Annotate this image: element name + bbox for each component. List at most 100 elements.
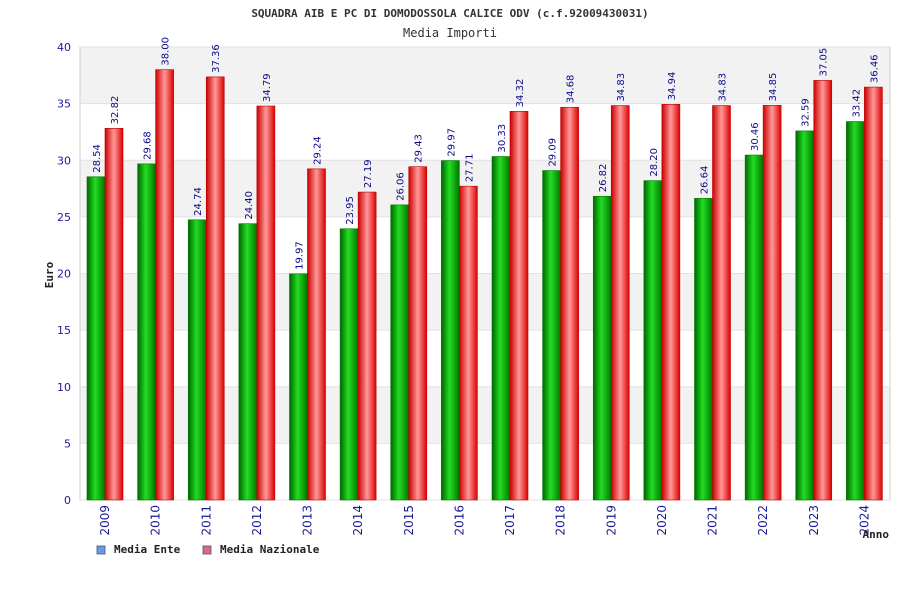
bar-media-ente-2021 <box>694 198 713 501</box>
bar-value-label: 37.05 <box>819 48 830 77</box>
bar-value-label: 34.32 <box>515 79 526 108</box>
bar-media-nazionale-2018 <box>560 106 579 501</box>
x-tick-label: 2011 <box>199 505 213 536</box>
x-tick-label: 2022 <box>756 505 770 536</box>
y-tick-label: 10 <box>57 381 71 394</box>
bar-media-nazionale-2019 <box>610 105 630 501</box>
legend-swatch-media-nazionale <box>202 545 212 555</box>
x-tick-label: 2023 <box>807 505 821 536</box>
bar-value-label: 29.24 <box>313 136 324 165</box>
bars <box>86 69 883 501</box>
bar-value-label: 34.83 <box>718 73 729 102</box>
bar-value-label: 38.00 <box>161 37 172 66</box>
bar-value-label: 34.94 <box>667 72 678 101</box>
y-tick-label: 15 <box>57 324 71 337</box>
bar-media-nazionale-2011 <box>205 76 225 501</box>
x-tick-label: 2019 <box>604 505 618 536</box>
y-tick-label: 20 <box>57 268 71 281</box>
legend: Media Ente Media Nazionale <box>96 543 320 556</box>
y-tick-label: 35 <box>57 98 71 111</box>
x-tick-label: 2018 <box>554 505 568 536</box>
chart-title: SQUADRA AIB E PC DI DOMODOSSOLA CALICE O… <box>251 7 648 20</box>
x-tick-label: 2009 <box>98 505 112 536</box>
bar-value-label: 23.95 <box>345 196 356 225</box>
bar-value-label: 36.46 <box>869 54 880 83</box>
legend-label-media-ente: Media Ente <box>114 543 181 556</box>
y-tick-label: 40 <box>57 41 71 54</box>
bar-value-label: 26.64 <box>700 166 711 195</box>
bar-value-label: 34.85 <box>768 73 779 102</box>
x-tick-label: 2014 <box>351 505 365 536</box>
bar-media-ente-2012 <box>238 223 258 501</box>
bar-media-ente-2009 <box>86 176 106 501</box>
bar-value-label: 24.74 <box>193 187 204 216</box>
x-tick-label: 2020 <box>655 505 669 536</box>
bar-media-nazionale-2013 <box>307 168 326 501</box>
bar-value-label: 32.59 <box>801 98 812 127</box>
bar-media-ente-2014 <box>339 228 359 501</box>
bar-media-nazionale-2015 <box>408 166 428 501</box>
bar-value-label: 34.68 <box>566 75 577 104</box>
bar-media-ente-2018 <box>542 170 561 501</box>
bar-media-ente-2017 <box>491 156 511 501</box>
bar-value-label: 26.06 <box>396 172 407 201</box>
bar-media-ente-2023 <box>795 130 815 501</box>
bar-media-ente-2020 <box>643 180 663 501</box>
bar-media-ente-2010 <box>137 163 156 501</box>
bar-media-ente-2022 <box>744 154 764 501</box>
y-tick-label: 25 <box>57 211 71 224</box>
bar-value-label: 30.33 <box>497 124 508 153</box>
y-axis-label: Euro <box>43 261 56 288</box>
legend-label-media-nazionale: Media Nazionale <box>220 543 320 556</box>
bar-value-label: 29.68 <box>143 131 154 160</box>
bar-value-label: 27.19 <box>363 159 374 188</box>
bar-media-nazionale-2010 <box>155 69 174 501</box>
bar-value-label: 30.46 <box>750 122 761 151</box>
x-tick-label: 2012 <box>250 505 264 536</box>
x-axis-label: Anno <box>863 528 890 541</box>
bar-value-label: 19.97 <box>295 241 306 270</box>
bar-media-nazionale-2024 <box>864 86 883 501</box>
bar-value-label: 29.43 <box>414 134 425 163</box>
bar-value-label: 24.40 <box>244 191 255 220</box>
x-tick-label: 2021 <box>706 505 720 536</box>
y-tick-label: 30 <box>57 154 71 167</box>
bar-value-label: 34.83 <box>616 73 627 102</box>
bar-value-label: 29.09 <box>548 138 559 167</box>
bar-value-label: 26.82 <box>598 164 609 193</box>
x-tick-label: 2016 <box>452 505 466 536</box>
bar-value-label: 32.82 <box>110 96 121 125</box>
bar-value-label: 28.20 <box>649 148 660 177</box>
y-tick-label: 5 <box>64 437 71 450</box>
bar-media-nazionale-2017 <box>509 111 529 501</box>
bar-value-label: 27.71 <box>464 154 475 183</box>
bar-media-nazionale-2009 <box>104 128 124 501</box>
bar-media-nazionale-2016 <box>459 185 478 501</box>
bar-value-label: 28.54 <box>92 144 103 173</box>
bar-media-nazionale-2014 <box>357 191 377 501</box>
bar-value-label: 29.97 <box>446 128 457 157</box>
bar-media-ente-2011 <box>187 219 207 501</box>
x-axis-ticks: 2009 2010 2011 2012 2013 2014 2015 2016 2017 2018… <box>98 505 871 536</box>
bar-media-nazionale-2023 <box>813 80 833 501</box>
bar-media-ente-2019 <box>592 195 612 501</box>
bar-media-ente-2016 <box>441 160 460 501</box>
bar-value-label: 34.79 <box>262 73 273 102</box>
bar-media-nazionale-2022 <box>762 105 782 501</box>
bar-value-label: 37.36 <box>211 44 222 73</box>
bar-labels: 28.54 32.82 29.68 38.00 24.74 37.36 24.40 34.79… <box>92 37 880 270</box>
bar-value-label: 33.42 <box>851 89 862 118</box>
x-tick-label: 2013 <box>301 505 315 536</box>
legend-swatch-media-ente <box>96 545 106 555</box>
x-tick-label: 2017 <box>503 505 517 536</box>
bar-media-nazionale-2012 <box>256 105 276 501</box>
x-tick-label: 2024 <box>857 505 871 536</box>
bar-media-ente-2013 <box>289 273 308 501</box>
bar-media-nazionale-2021 <box>712 105 731 501</box>
chart-subtitle: Media Importi <box>403 26 497 40</box>
x-tick-label: 2015 <box>402 505 416 536</box>
bar-media-ente-2024 <box>846 121 865 501</box>
y-tick-label: 0 <box>64 494 71 507</box>
bar-media-ente-2015 <box>390 204 410 501</box>
